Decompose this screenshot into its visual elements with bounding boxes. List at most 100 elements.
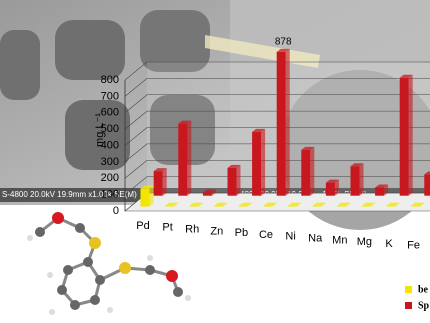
bar-top xyxy=(214,202,228,206)
grid-line xyxy=(124,61,430,81)
bar xyxy=(424,174,430,196)
bar xyxy=(263,205,273,207)
bar-top xyxy=(375,184,389,188)
bar xyxy=(202,192,212,196)
x-tick-label: Ce xyxy=(259,229,273,241)
bar-top xyxy=(361,202,375,206)
y-tick-label: 100 xyxy=(101,189,119,201)
bar-side xyxy=(272,202,277,207)
bar-side xyxy=(384,184,389,196)
legend-swatch xyxy=(405,286,412,293)
bar xyxy=(178,123,188,196)
bar-side xyxy=(346,202,351,207)
bar-top xyxy=(301,146,315,150)
x-tick-label: Mn xyxy=(332,234,347,246)
x-tick-label: Pd xyxy=(136,220,149,232)
x-tick-label: Zn xyxy=(210,225,223,237)
legend: be Sp xyxy=(405,284,430,311)
grid-line xyxy=(124,110,430,130)
bar-side xyxy=(247,202,252,207)
bar-top xyxy=(202,189,216,193)
bar xyxy=(337,205,347,207)
bar-side xyxy=(395,202,400,207)
bar-top xyxy=(252,128,266,132)
x-tick-label: Ni xyxy=(285,231,295,243)
bar-side xyxy=(359,163,364,196)
legend-label: Sp xyxy=(418,300,430,311)
y-axis-label: mg L⁻¹ xyxy=(94,113,106,147)
bar-top xyxy=(325,179,339,183)
bar xyxy=(165,205,175,207)
bar xyxy=(375,187,385,196)
image-caption: S-4800 20.0kV 19.9mm x1.00k SE(M) xyxy=(2,190,137,199)
legend-label: be xyxy=(418,284,429,295)
bar xyxy=(325,182,335,196)
bar-side xyxy=(261,128,266,196)
bar-side xyxy=(370,202,375,207)
molecule xyxy=(27,212,191,315)
x-tick-label: Pt xyxy=(162,222,172,234)
x-tick-label: Rh xyxy=(185,224,199,236)
bar xyxy=(399,77,409,196)
bar xyxy=(386,205,396,207)
chart: 0 100 200 300 400 500 600 700 800 878 Pd Pt Rh Zn Pb Ce… xyxy=(101,37,430,252)
sem-background xyxy=(0,0,430,230)
bar xyxy=(140,188,150,207)
bar-side xyxy=(285,48,290,196)
grid-line xyxy=(124,176,430,195)
bar-side xyxy=(420,202,425,207)
bar-top xyxy=(424,171,430,175)
bar-side xyxy=(223,202,228,207)
y-tick-label: 500 xyxy=(101,123,119,135)
bar-side xyxy=(149,185,154,207)
grid-line xyxy=(124,78,430,97)
bar-top xyxy=(153,168,167,172)
grid-line xyxy=(124,143,430,163)
bar-top xyxy=(411,202,425,206)
bar-top xyxy=(263,202,277,206)
bar-top xyxy=(386,202,400,206)
legend-swatch xyxy=(405,302,412,309)
grid-line xyxy=(124,94,430,113)
grid-line xyxy=(124,159,430,179)
y-tick-label: 700 xyxy=(101,90,119,102)
x-tick-label: Mg xyxy=(357,236,372,248)
bar-top xyxy=(189,202,203,206)
bar xyxy=(301,149,311,196)
bar-side xyxy=(297,202,302,207)
bar xyxy=(411,205,421,207)
x-tick-label: Pb xyxy=(235,227,248,239)
bar xyxy=(312,205,322,207)
bar xyxy=(361,205,371,207)
bar-top xyxy=(337,202,351,206)
bar xyxy=(227,167,237,196)
bar-side xyxy=(321,202,326,207)
bar xyxy=(276,51,286,196)
bar-side xyxy=(187,120,192,196)
bar-top xyxy=(238,202,252,206)
bar xyxy=(252,131,262,196)
y-tick-label: 200 xyxy=(101,172,119,184)
grid-line xyxy=(124,127,430,146)
bar-side xyxy=(162,168,167,196)
bar xyxy=(214,205,224,207)
bar-side xyxy=(334,179,339,196)
x-tick-label: K xyxy=(385,238,393,250)
x-tick-label: Na xyxy=(308,233,323,245)
bar xyxy=(153,171,163,196)
bar-top xyxy=(165,202,179,206)
bar xyxy=(238,205,248,207)
bar-top xyxy=(288,202,302,206)
bar-top xyxy=(312,202,326,206)
bar-top xyxy=(276,48,290,52)
y-tick-label: 600 xyxy=(101,107,119,119)
bar xyxy=(288,205,298,207)
bar-side xyxy=(198,202,203,207)
bar-side xyxy=(211,189,216,196)
y-tick-label: 400 xyxy=(101,139,119,151)
y-tick-label: 0 xyxy=(113,205,119,217)
bar xyxy=(189,205,199,207)
bar-side xyxy=(174,202,179,207)
y-tick-label: 800 xyxy=(101,74,119,86)
